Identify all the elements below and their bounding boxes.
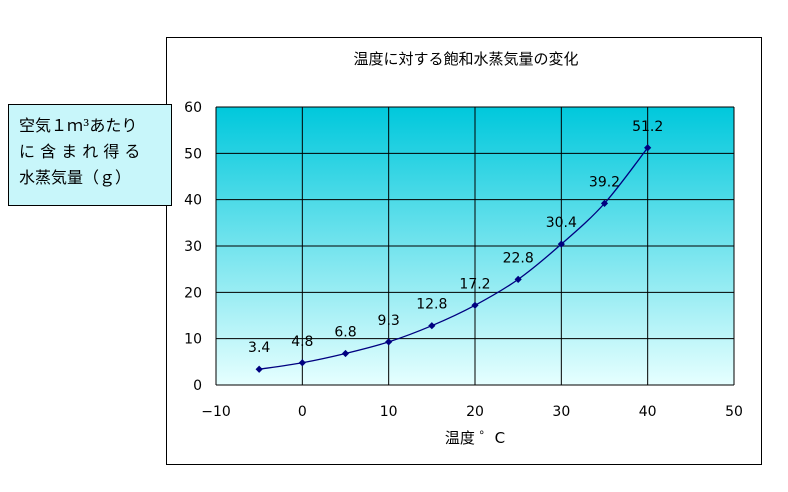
- data-point-marker: [600, 199, 609, 207]
- y-axis-title-line-2: に 含 ま れ 得 る: [19, 142, 141, 161]
- data-label: 9.3: [378, 313, 400, 329]
- data-markers: [255, 144, 652, 373]
- y-axis-title-line-1: 空気１ｍ³あたり: [19, 116, 138, 135]
- data-point-marker: [514, 275, 522, 283]
- data-point-marker: [298, 359, 306, 367]
- y-axis-title-line-3: 水蒸気量（ｇ）: [19, 168, 132, 187]
- data-point-marker: [644, 144, 652, 152]
- data-label: 17.2: [459, 276, 490, 292]
- data-label: 51.2: [632, 119, 663, 135]
- x-tick-label: 10: [380, 404, 398, 420]
- y-axis-title: 空気１ｍ³あたり に 含 ま れ 得 る 水蒸気量（ｇ）: [8, 104, 172, 206]
- data-label: 6.8: [334, 324, 356, 340]
- x-tick-label: −10: [201, 404, 231, 420]
- x-tick-labels: −10 0 10 20 30 40 50: [201, 404, 743, 420]
- data-point-marker: [341, 349, 350, 358]
- grid-layer: [215, 106, 735, 386]
- data-labels: 3.4 4.8 6.8 9.3 12.8 17.2 22.8 30.4 39.2 51.2: [248, 119, 663, 356]
- y-tick-label: 30: [184, 239, 202, 255]
- data-label: 12.8: [416, 297, 447, 313]
- series-line: [259, 147, 649, 370]
- y-tick-label: 50: [184, 146, 202, 162]
- x-tick-label: 40: [639, 404, 657, 420]
- y-tick-label: 10: [184, 332, 202, 348]
- data-point-marker: [385, 338, 393, 346]
- x-tick-label: 20: [466, 404, 484, 420]
- x-tick-label: 0: [298, 404, 307, 420]
- data-label: 3.4: [248, 340, 270, 356]
- x-tick-label: 30: [552, 404, 570, 420]
- chart-title: 温度に対する飽和水蒸気量の変化: [353, 50, 578, 68]
- x-axis-title: 温度 ゜C: [445, 429, 505, 447]
- y-tick-label: 40: [184, 193, 202, 209]
- x-tick-label: 50: [725, 404, 743, 420]
- y-tick-label: 20: [184, 285, 202, 301]
- data-label: 4.8: [291, 334, 313, 350]
- data-point-marker: [471, 301, 479, 309]
- y-tick-label: 0: [193, 378, 202, 394]
- data-label: 22.8: [503, 250, 534, 266]
- data-point-marker: [428, 322, 436, 330]
- y-tick-labels: 0 10 20 30 40 50 60: [184, 100, 202, 394]
- data-label: 39.2: [589, 174, 620, 190]
- data-point-marker: [557, 240, 565, 248]
- data-point-marker: [255, 365, 263, 373]
- y-tick-label: 60: [184, 100, 202, 116]
- data-label: 30.4: [546, 215, 577, 231]
